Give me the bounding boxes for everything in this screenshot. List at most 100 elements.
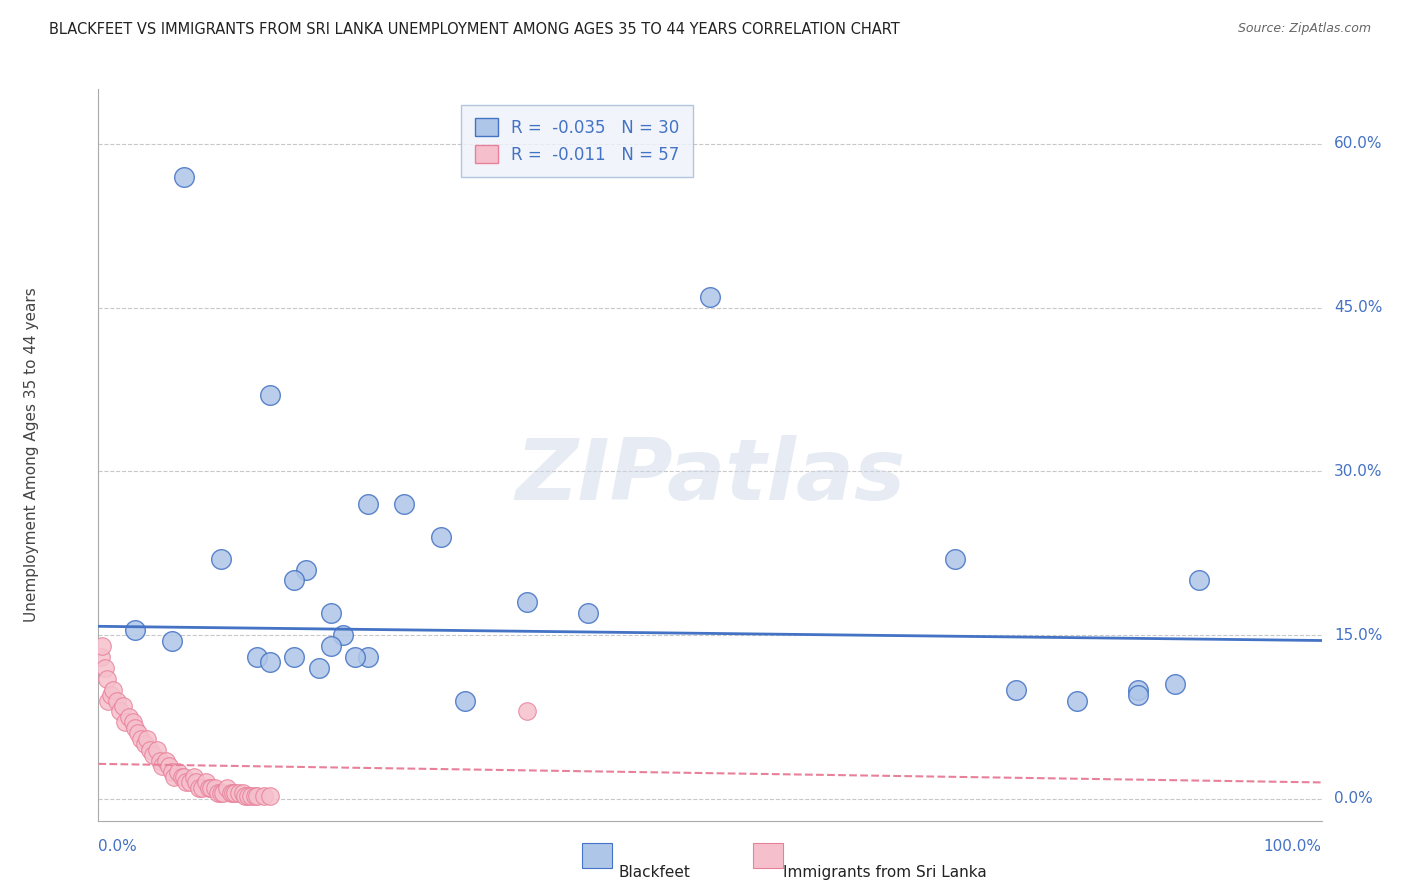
Point bbox=[127, 726, 149, 740]
Point bbox=[179, 775, 201, 789]
Point bbox=[259, 789, 281, 803]
Point bbox=[356, 497, 378, 511]
Point bbox=[283, 574, 305, 588]
Point bbox=[252, 789, 274, 803]
Text: 0.0%: 0.0% bbox=[98, 838, 138, 854]
Point bbox=[90, 649, 112, 664]
Point bbox=[170, 770, 193, 784]
Point bbox=[157, 759, 180, 773]
Point bbox=[101, 682, 124, 697]
Point bbox=[283, 649, 305, 664]
Text: 100.0%: 100.0% bbox=[1264, 838, 1322, 854]
Point bbox=[319, 639, 342, 653]
Point bbox=[129, 731, 152, 746]
Point bbox=[699, 290, 721, 304]
Legend: R =  -0.035   N = 30, R =  -0.011   N = 57: R = -0.035 N = 30, R = -0.011 N = 57 bbox=[461, 105, 693, 178]
Point bbox=[146, 742, 169, 756]
Text: Unemployment Among Ages 35 to 44 years: Unemployment Among Ages 35 to 44 years bbox=[24, 287, 38, 623]
Point bbox=[139, 742, 162, 756]
Text: BLACKFEET VS IMMIGRANTS FROM SRI LANKA UNEMPLOYMENT AMONG AGES 35 TO 44 YEARS CO: BLACKFEET VS IMMIGRANTS FROM SRI LANKA U… bbox=[49, 22, 900, 37]
FancyBboxPatch shape bbox=[752, 843, 783, 868]
Point bbox=[308, 661, 330, 675]
Point bbox=[392, 497, 416, 511]
Point bbox=[219, 786, 242, 800]
Point bbox=[236, 789, 259, 803]
Point bbox=[259, 656, 281, 670]
Point bbox=[186, 775, 208, 789]
Text: 45.0%: 45.0% bbox=[1334, 300, 1382, 315]
Text: Immigrants from Sri Lanka: Immigrants from Sri Lanka bbox=[783, 864, 987, 880]
Point bbox=[197, 780, 219, 795]
Point bbox=[155, 754, 177, 768]
Point bbox=[149, 754, 172, 768]
Point bbox=[1128, 688, 1150, 702]
Point bbox=[240, 789, 263, 803]
Point bbox=[134, 737, 156, 751]
Point bbox=[105, 693, 128, 707]
Point bbox=[160, 633, 183, 648]
Point bbox=[111, 698, 134, 713]
Point bbox=[1066, 693, 1088, 707]
Point bbox=[176, 775, 198, 789]
Point bbox=[173, 169, 195, 184]
Point bbox=[136, 731, 159, 746]
Point bbox=[209, 551, 232, 566]
Point bbox=[332, 628, 354, 642]
Point bbox=[228, 786, 250, 800]
Text: 30.0%: 30.0% bbox=[1334, 464, 1382, 479]
Point bbox=[430, 530, 453, 544]
Text: 15.0%: 15.0% bbox=[1334, 628, 1382, 642]
Point bbox=[576, 606, 599, 620]
Point bbox=[97, 693, 120, 707]
Point bbox=[100, 688, 122, 702]
Point bbox=[114, 715, 136, 730]
Point bbox=[163, 770, 186, 784]
Text: Source: ZipAtlas.com: Source: ZipAtlas.com bbox=[1237, 22, 1371, 36]
Point bbox=[246, 789, 269, 803]
Point bbox=[93, 661, 115, 675]
Point bbox=[191, 780, 214, 795]
Point bbox=[110, 705, 132, 719]
Point bbox=[259, 388, 281, 402]
Point bbox=[1188, 574, 1211, 588]
Point bbox=[91, 639, 114, 653]
Point bbox=[1004, 682, 1026, 697]
Point bbox=[195, 775, 218, 789]
Point bbox=[224, 786, 246, 800]
Point bbox=[173, 770, 195, 784]
Text: Blackfeet: Blackfeet bbox=[619, 864, 690, 880]
Point bbox=[96, 672, 118, 686]
Point bbox=[516, 705, 538, 719]
Point bbox=[356, 649, 378, 664]
FancyBboxPatch shape bbox=[582, 843, 612, 868]
Point bbox=[233, 789, 256, 803]
Point bbox=[246, 649, 269, 664]
Point bbox=[200, 780, 222, 795]
Point bbox=[124, 623, 146, 637]
Text: 60.0%: 60.0% bbox=[1334, 136, 1382, 152]
Point bbox=[204, 780, 226, 795]
Point bbox=[187, 780, 209, 795]
Point bbox=[209, 786, 232, 800]
Point bbox=[160, 764, 183, 779]
Point bbox=[183, 770, 205, 784]
Point bbox=[124, 721, 146, 735]
Point bbox=[232, 786, 254, 800]
Point bbox=[1164, 677, 1187, 691]
Point bbox=[212, 786, 235, 800]
Point bbox=[207, 786, 229, 800]
Point bbox=[454, 693, 477, 707]
Point bbox=[943, 551, 966, 566]
Point bbox=[222, 786, 245, 800]
Point bbox=[142, 748, 165, 763]
Point bbox=[243, 789, 266, 803]
Text: 0.0%: 0.0% bbox=[1334, 791, 1372, 806]
Point bbox=[121, 715, 143, 730]
Point bbox=[215, 780, 238, 795]
Point bbox=[319, 606, 342, 620]
Point bbox=[516, 595, 538, 609]
Point bbox=[1128, 682, 1150, 697]
Text: ZIPatlas: ZIPatlas bbox=[515, 435, 905, 518]
Point bbox=[167, 764, 190, 779]
Point bbox=[344, 649, 367, 664]
